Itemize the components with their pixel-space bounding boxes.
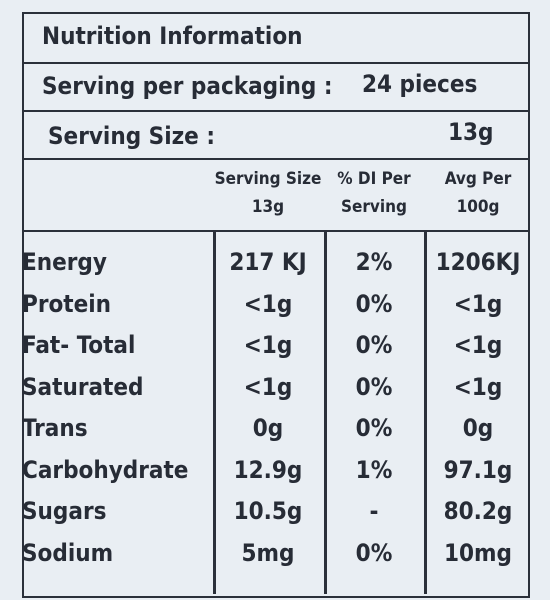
serving-size-value: 13g [448,118,494,146]
nutrient-value: <1g [243,372,293,401]
column-divider [424,232,427,594]
nutrient-value: 1206KJ [435,248,521,276]
nutrient-value: 5mg [241,538,295,567]
nutrient-value: 0% [355,331,393,359]
nutrient-value: <1g [453,289,503,318]
nutrient-name: Sugars [22,497,107,525]
nutrient-value: 217 KJ [229,248,307,276]
column-header: Avg Per [444,169,512,189]
nutrient-value: <1g [243,289,293,318]
nutrient-value: <1g [243,331,293,359]
column-divider [324,232,327,594]
serving-size-label: Serving Size : [48,122,215,150]
nutrient-value: 80.2g [443,497,513,525]
serving-size-row [22,110,530,160]
data-area [22,230,530,598]
nutrient-name: Energy [22,248,107,276]
title: Nutrition Information [42,22,303,50]
nutrient-value: 0% [355,538,393,567]
column-header: 100g [456,197,500,217]
nutrient-value: 1% [355,455,393,484]
servings-value: 24 pieces [362,70,478,98]
nutrient-name: Carbohydrate [22,455,189,484]
nutrient-value: 0% [355,414,393,442]
servings-label: Serving per packaging : [42,72,333,100]
nutrient-value: 10.5g [233,497,303,525]
nutrient-name: Fat- Total [22,331,136,359]
nutrient-name: Saturated [22,372,144,401]
nutrient-value: 0% [355,372,393,401]
nutrient-value: 10mg [443,538,512,567]
nutrient-value: 97.1g [443,455,513,484]
nutrient-value: 12.9g [233,455,303,484]
nutrient-value: 0g [462,414,494,442]
nutrient-value: 0g [252,414,284,442]
nutrient-name: Protein [22,289,112,318]
nutrient-value: <1g [453,372,503,401]
nutrient-value: 0% [355,289,393,318]
nutrient-value: 2% [355,248,393,276]
nutrient-name: Sodium [22,538,114,567]
column-header: % DI Per [337,169,411,189]
nutrient-name: Trans [22,414,88,442]
column-header: Serving Size [214,169,322,189]
nutrient-value: - [369,497,379,525]
nutrient-value: <1g [453,331,503,359]
column-divider [213,232,216,594]
column-header: Serving [341,197,407,217]
column-header: 13g [251,197,285,217]
